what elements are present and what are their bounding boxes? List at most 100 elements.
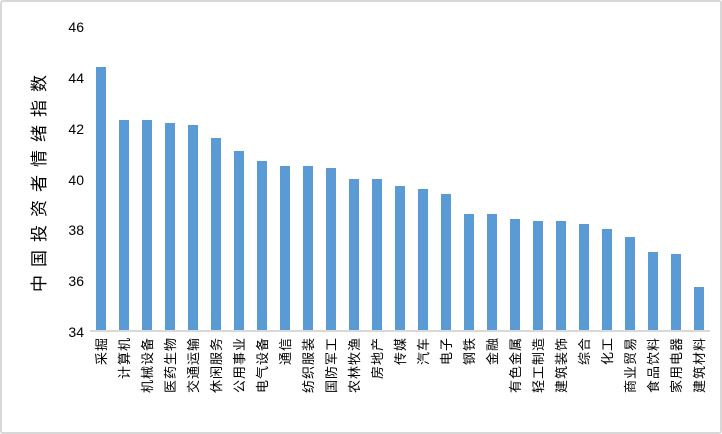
x-category-label: 传媒 [393,337,409,366]
bar-医药生物 [165,122,176,330]
bar-slot [435,27,458,330]
x-category-label: 建筑装饰 [553,337,569,394]
x-axis-category-labels: 采掘 计算机 机械设备 医药生物 交通运输 休闲服务 公用事业 电气设备 通信 纺织服装 国防军工农… [90,337,710,432]
y-tick-label: 40 [68,171,84,188]
plot-area [90,27,710,332]
bar-slot [251,27,274,330]
bar-化工 [601,229,612,330]
x-category-label: 家用电器 [668,337,684,394]
bar-slot [274,27,297,330]
x-category-label: 有色金属 [507,337,523,394]
bar-纺织服装 [303,165,314,330]
x-category-label: 机械设备 [140,337,156,394]
x-category-label: 公用事业 [232,337,248,394]
x-label-slot: 传媒 [389,337,412,432]
bar-采掘 [96,67,107,330]
bar-slot [549,27,572,330]
x-category-label: 交通运输 [186,337,202,394]
x-category-label: 食品饮料 [645,337,661,394]
x-category-label: 休闲服务 [209,337,225,394]
bar-slot [297,27,320,330]
y-tick-label: 44 [68,69,84,86]
y-tick-label: 46 [68,19,84,35]
x-category-label: 通信 [278,337,294,366]
x-category-label: 纺织服装 [301,337,317,394]
x-category-label: 轻工制造 [530,337,546,394]
bar-slot [480,27,503,330]
bar-slot [458,27,481,330]
bar-电气设备 [257,160,268,330]
bar-汽车 [418,188,429,330]
bar-slot [412,27,435,330]
x-label-slot: 电气设备 [251,337,274,432]
bar-slot [526,27,549,330]
bar-slot [90,27,113,330]
bar-建筑装饰 [555,221,566,330]
x-label-slot: 公用事业 [228,337,251,432]
x-label-slot: 金融 [480,337,503,432]
bar-有色金属 [509,218,520,330]
x-category-label: 化工 [599,337,615,366]
x-label-slot: 综合 [572,337,595,432]
bar-交通运输 [188,125,199,330]
x-label-slot: 钢铁 [458,337,481,432]
y-axis-tick-labels: 34 36 38 40 42 44 46 [40,2,84,432]
bar-食品饮料 [647,251,658,330]
x-category-label: 金融 [484,337,500,366]
x-category-label: 钢铁 [461,337,477,366]
y-tick-label: 38 [68,222,84,239]
bar-slot [618,27,641,330]
x-label-slot: 交通运输 [182,337,205,432]
bar-商业贸易 [624,236,635,330]
x-label-slot: 建筑材料 [687,337,710,432]
y-tick-label: 36 [68,273,84,290]
bar-slot [228,27,251,330]
bar-传媒 [395,186,406,330]
bar-slot [136,27,159,330]
x-label-slot: 轻工制造 [526,337,549,432]
bar-计算机 [119,120,130,330]
bar-机械设备 [142,120,153,330]
bar-国防军工 [326,168,337,330]
x-label-slot: 家用电器 [664,337,687,432]
bar-公用事业 [234,150,245,330]
x-category-label: 电子 [439,337,455,366]
bar-slot [572,27,595,330]
bar-综合 [578,223,589,330]
bar-通信 [280,165,291,330]
x-category-label: 农林牧渔 [347,337,363,394]
bar-slot [205,27,228,330]
bar-slot [366,27,389,330]
x-label-slot: 化工 [595,337,618,432]
x-category-label: 采掘 [94,337,110,366]
bar-建筑材料 [693,287,704,330]
bar-农林牧渔 [349,178,360,330]
x-label-slot: 医药生物 [159,337,182,432]
bar-休闲服务 [211,138,222,330]
x-label-slot: 休闲服务 [205,337,228,432]
x-label-slot: 有色金属 [503,337,526,432]
y-tick-label: 34 [68,324,84,340]
bar-slot [641,27,664,330]
x-category-label: 国防军工 [324,337,340,394]
bar-轻工制造 [532,221,543,330]
x-label-slot: 纺织服装 [297,337,320,432]
bar-slot [320,27,343,330]
bar-slot [113,27,136,330]
x-label-slot: 计算机 [113,337,136,432]
x-label-slot: 电子 [435,337,458,432]
bar-slot [182,27,205,330]
x-label-slot: 商业贸易 [618,337,641,432]
y-tick-label: 42 [68,120,84,137]
bar-slot [343,27,366,330]
x-label-slot: 建筑装饰 [549,337,572,432]
x-label-slot: 食品饮料 [641,337,664,432]
x-label-slot: 通信 [274,337,297,432]
x-label-slot: 房地产 [366,337,389,432]
bar-slot [687,27,710,330]
x-category-label: 电气设备 [255,337,271,394]
x-category-label: 计算机 [117,337,133,380]
x-label-slot: 国防军工 [320,337,343,432]
x-category-label: 房地产 [370,337,386,380]
